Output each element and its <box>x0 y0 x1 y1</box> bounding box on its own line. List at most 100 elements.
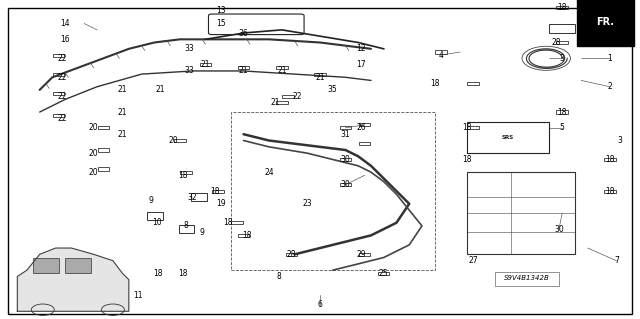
Text: SRS: SRS <box>502 135 514 140</box>
Text: 18: 18 <box>223 218 232 227</box>
Text: 22: 22 <box>57 54 67 63</box>
Text: 21: 21 <box>118 130 127 139</box>
Bar <box>549 24 575 33</box>
Text: 18: 18 <box>557 3 567 12</box>
Bar <box>179 225 195 233</box>
Bar <box>604 189 616 193</box>
Bar <box>276 66 287 69</box>
Text: 20: 20 <box>89 123 99 132</box>
Text: S9V4B1342B: S9V4B1342B <box>504 275 550 281</box>
Text: 28: 28 <box>551 38 561 47</box>
Text: 11: 11 <box>134 291 143 300</box>
Bar <box>200 63 211 66</box>
Bar <box>467 126 479 130</box>
Text: 22: 22 <box>57 73 67 82</box>
Text: 1: 1 <box>607 54 612 63</box>
Text: 7: 7 <box>614 256 619 265</box>
Text: 3: 3 <box>560 54 564 63</box>
Bar <box>53 114 65 117</box>
Bar <box>340 158 351 161</box>
Text: 21: 21 <box>316 73 324 82</box>
Text: 21: 21 <box>118 108 127 116</box>
Text: 21: 21 <box>271 98 280 107</box>
Bar <box>467 122 549 153</box>
Text: 30: 30 <box>554 225 564 234</box>
Text: 28: 28 <box>287 250 296 259</box>
Text: 30: 30 <box>340 155 350 164</box>
Bar <box>53 92 65 95</box>
Text: 18: 18 <box>179 171 188 180</box>
Text: 33: 33 <box>184 66 195 76</box>
Text: 17: 17 <box>356 60 366 69</box>
Text: 18: 18 <box>430 79 440 88</box>
Text: 18: 18 <box>462 155 471 164</box>
Bar <box>282 95 294 98</box>
Text: 9: 9 <box>148 196 154 205</box>
Text: 32: 32 <box>188 193 197 202</box>
Text: 23: 23 <box>303 199 312 208</box>
Text: 36: 36 <box>239 28 248 38</box>
Text: 35: 35 <box>328 85 338 94</box>
Text: 27: 27 <box>468 256 477 265</box>
Text: 18: 18 <box>605 155 614 164</box>
Text: 2: 2 <box>607 82 612 91</box>
Text: 19: 19 <box>216 199 226 208</box>
Text: 20: 20 <box>168 136 179 145</box>
Bar <box>359 123 371 126</box>
Bar <box>495 272 559 286</box>
Text: 25: 25 <box>379 269 388 278</box>
Text: 6: 6 <box>317 300 323 309</box>
Bar <box>238 234 249 237</box>
Bar <box>314 72 326 76</box>
Text: 12: 12 <box>356 44 366 53</box>
Text: 30: 30 <box>340 180 350 189</box>
Text: 18: 18 <box>462 123 471 132</box>
Bar <box>378 272 390 275</box>
Bar <box>556 110 568 114</box>
Text: 21: 21 <box>277 66 287 76</box>
Text: 18: 18 <box>153 269 163 278</box>
Bar <box>238 66 249 69</box>
Bar <box>359 142 371 145</box>
Text: 33: 33 <box>184 44 195 53</box>
Bar <box>340 183 351 186</box>
Bar <box>340 126 351 130</box>
Text: 31: 31 <box>340 130 350 139</box>
Text: 22: 22 <box>293 92 303 101</box>
Text: 21: 21 <box>156 85 166 94</box>
Text: FR.: FR. <box>596 17 614 27</box>
Bar <box>98 167 109 171</box>
Bar <box>174 139 186 142</box>
Bar <box>65 257 91 273</box>
Text: 18: 18 <box>557 108 567 116</box>
Text: 18: 18 <box>210 187 220 196</box>
Bar <box>467 172 575 254</box>
Bar <box>276 101 287 104</box>
Bar <box>33 257 59 273</box>
Text: 22: 22 <box>57 114 67 123</box>
Text: 21: 21 <box>239 66 248 76</box>
Bar <box>359 253 371 256</box>
Polygon shape <box>17 248 129 311</box>
Text: 21: 21 <box>200 60 210 69</box>
Text: 18: 18 <box>242 231 252 240</box>
Bar <box>191 193 207 201</box>
Bar <box>212 189 224 193</box>
Text: 15: 15 <box>216 19 226 28</box>
Text: 14: 14 <box>60 19 70 28</box>
Text: 21: 21 <box>118 85 127 94</box>
Text: 18: 18 <box>179 269 188 278</box>
Bar <box>232 221 243 224</box>
Bar <box>231 112 435 270</box>
Bar <box>53 54 65 57</box>
Text: 5: 5 <box>560 123 564 132</box>
Text: 20: 20 <box>89 168 99 177</box>
Text: 24: 24 <box>264 168 274 177</box>
Text: 3: 3 <box>617 136 622 145</box>
Bar <box>180 171 192 174</box>
Text: 18: 18 <box>605 187 614 196</box>
Text: 29: 29 <box>356 250 366 259</box>
Text: 10: 10 <box>153 218 163 227</box>
Text: 4: 4 <box>438 51 444 60</box>
Text: 16: 16 <box>60 35 70 44</box>
